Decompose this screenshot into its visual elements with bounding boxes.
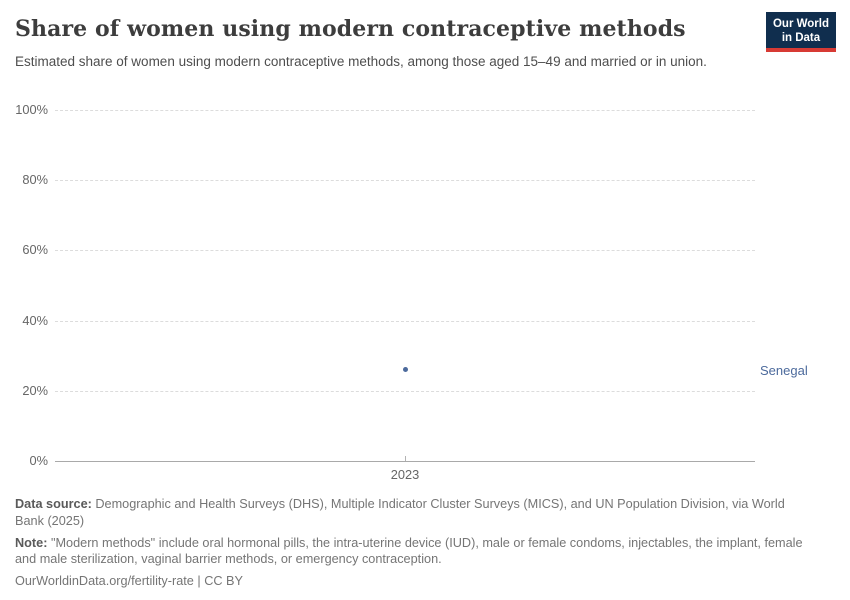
- chart-footer: Data source: Demographic and Health Surv…: [15, 496, 835, 590]
- gridline: [55, 180, 755, 182]
- note-text: "Modern methods" include oral hormonal p…: [15, 535, 803, 567]
- data-source-line: Data source: Demographic and Health Surv…: [15, 496, 810, 529]
- data-point-senegal[interactable]: [402, 367, 408, 373]
- gridline: [55, 250, 755, 252]
- chart-subtitle: Estimated share of women using modern co…: [15, 54, 707, 69]
- owid-logo-line1: Our World: [772, 18, 829, 30]
- y-axis-tick-label: 20%: [22, 382, 48, 398]
- y-axis-tick-label: 100%: [15, 102, 48, 117]
- gridline: [55, 390, 755, 392]
- owid-logo-line2: in Data: [781, 32, 821, 44]
- y-axis-tick-label: 40%: [22, 312, 48, 328]
- permalink-line[interactable]: OurWorldinData.org/fertility-rate | CC B…: [15, 574, 243, 588]
- y-axis-tick-label: 0%: [29, 453, 49, 468]
- data-source-text: Demographic and Health Surveys (DHS), Mu…: [15, 497, 785, 528]
- gridline: [55, 110, 755, 111]
- gridline: [55, 320, 755, 322]
- x-axis-tick-label: 2023: [390, 467, 420, 482]
- y-axis-tick-label: 60%: [22, 242, 48, 258]
- x-axis-line: [55, 461, 755, 462]
- data-source-label: Data source:: [15, 497, 92, 511]
- x-axis-tick: [405, 456, 406, 461]
- entity-label-senegal[interactable]: Senegal: [760, 362, 808, 378]
- owid-logo[interactable]: Our World in Data: [765, 12, 836, 52]
- y-axis-tick-label: 80%: [22, 172, 48, 188]
- page-title: Share of women using modern contraceptiv…: [15, 16, 686, 42]
- note-line: Note: "Modern methods" include oral horm…: [15, 535, 810, 568]
- note-label: Note:: [15, 535, 48, 550]
